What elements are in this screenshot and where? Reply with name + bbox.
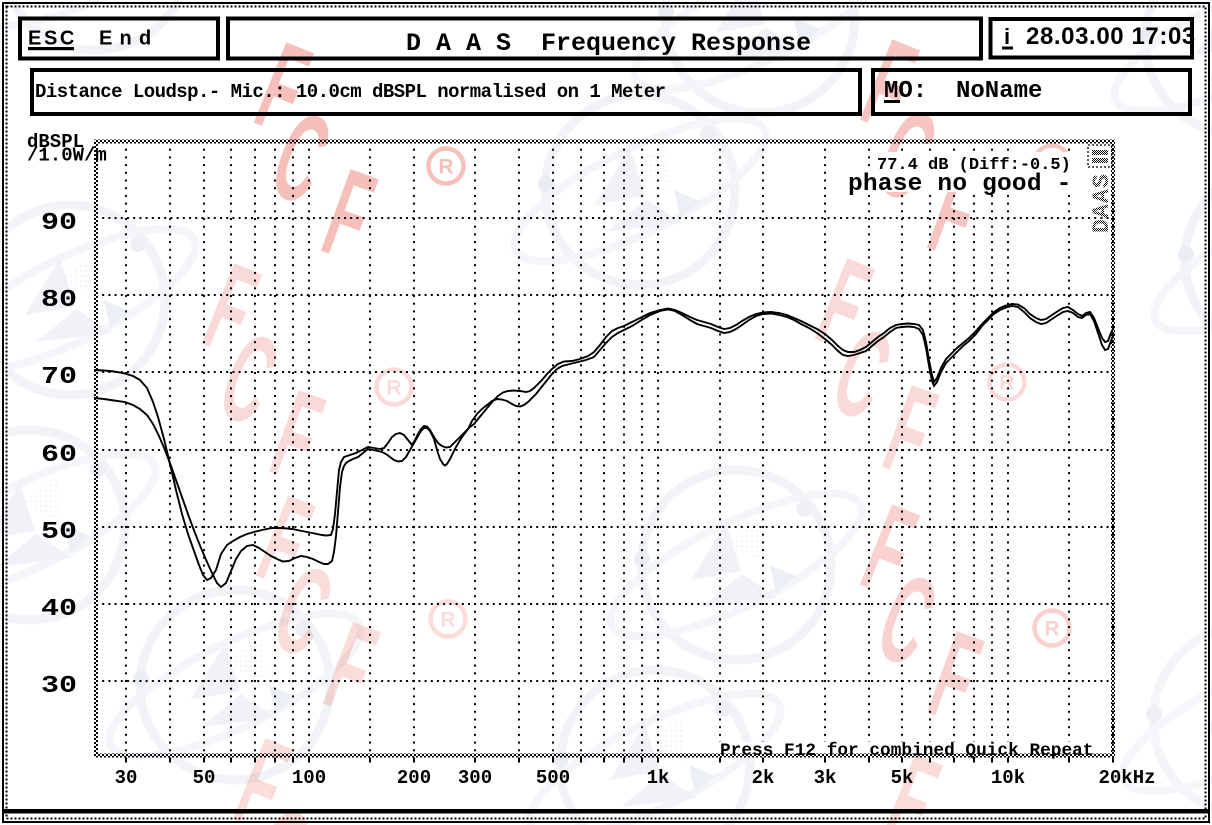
svg-text:3k: 3k [814, 767, 837, 789]
svg-text:100: 100 [292, 767, 326, 789]
svg-text:i: i [1004, 24, 1010, 49]
svg-text:500: 500 [536, 767, 570, 789]
svg-text:20kHz: 20kHz [1098, 767, 1155, 789]
svg-text:ESC: ESC [28, 28, 77, 50]
svg-text:70: 70 [41, 364, 77, 391]
svg-text:60: 60 [41, 442, 77, 469]
svg-text:50: 50 [41, 519, 77, 546]
svg-text:/1.0W/m: /1.0W/m [27, 145, 107, 167]
svg-text:10k: 10k [991, 767, 1025, 789]
svg-text:200: 200 [397, 767, 431, 789]
svg-text:D A A S Frequency Response: D A A S Frequency Response [406, 29, 811, 58]
svg-text:77.4 dB (Diff:-0.5): 77.4 dB (Diff:-0.5) [877, 156, 1071, 175]
svg-text:80: 80 [41, 287, 77, 314]
svg-text:phase no good -: phase no good - [848, 171, 1072, 198]
svg-text:dBSPL: dBSPL [27, 131, 84, 153]
svg-text:Distance Loudsp.- Mic.: 10.0cm: Distance Loudsp.- Mic.: 10.0cm dBSPL nor… [35, 81, 666, 103]
svg-text:90: 90 [41, 210, 77, 237]
svg-text:28.03.00 17:03: 28.03.00 17:03 [1026, 23, 1196, 50]
svg-text:1k: 1k [647, 767, 670, 789]
svg-text:Press F12 for combined Quick R: Press F12 for combined Quick Repeat [720, 741, 1093, 761]
svg-text:30: 30 [115, 767, 138, 789]
svg-text:2k: 2k [752, 767, 775, 789]
svg-text:40: 40 [41, 596, 77, 623]
svg-text:30: 30 [41, 673, 77, 700]
svg-text:300: 300 [458, 767, 492, 789]
svg-text:DAAS: DAAS [1089, 173, 1115, 233]
svg-text:NoName: NoName [956, 78, 1042, 105]
svg-text:5k: 5k [891, 767, 914, 789]
svg-text:50: 50 [193, 767, 216, 789]
svg-text:End: End [99, 28, 158, 50]
